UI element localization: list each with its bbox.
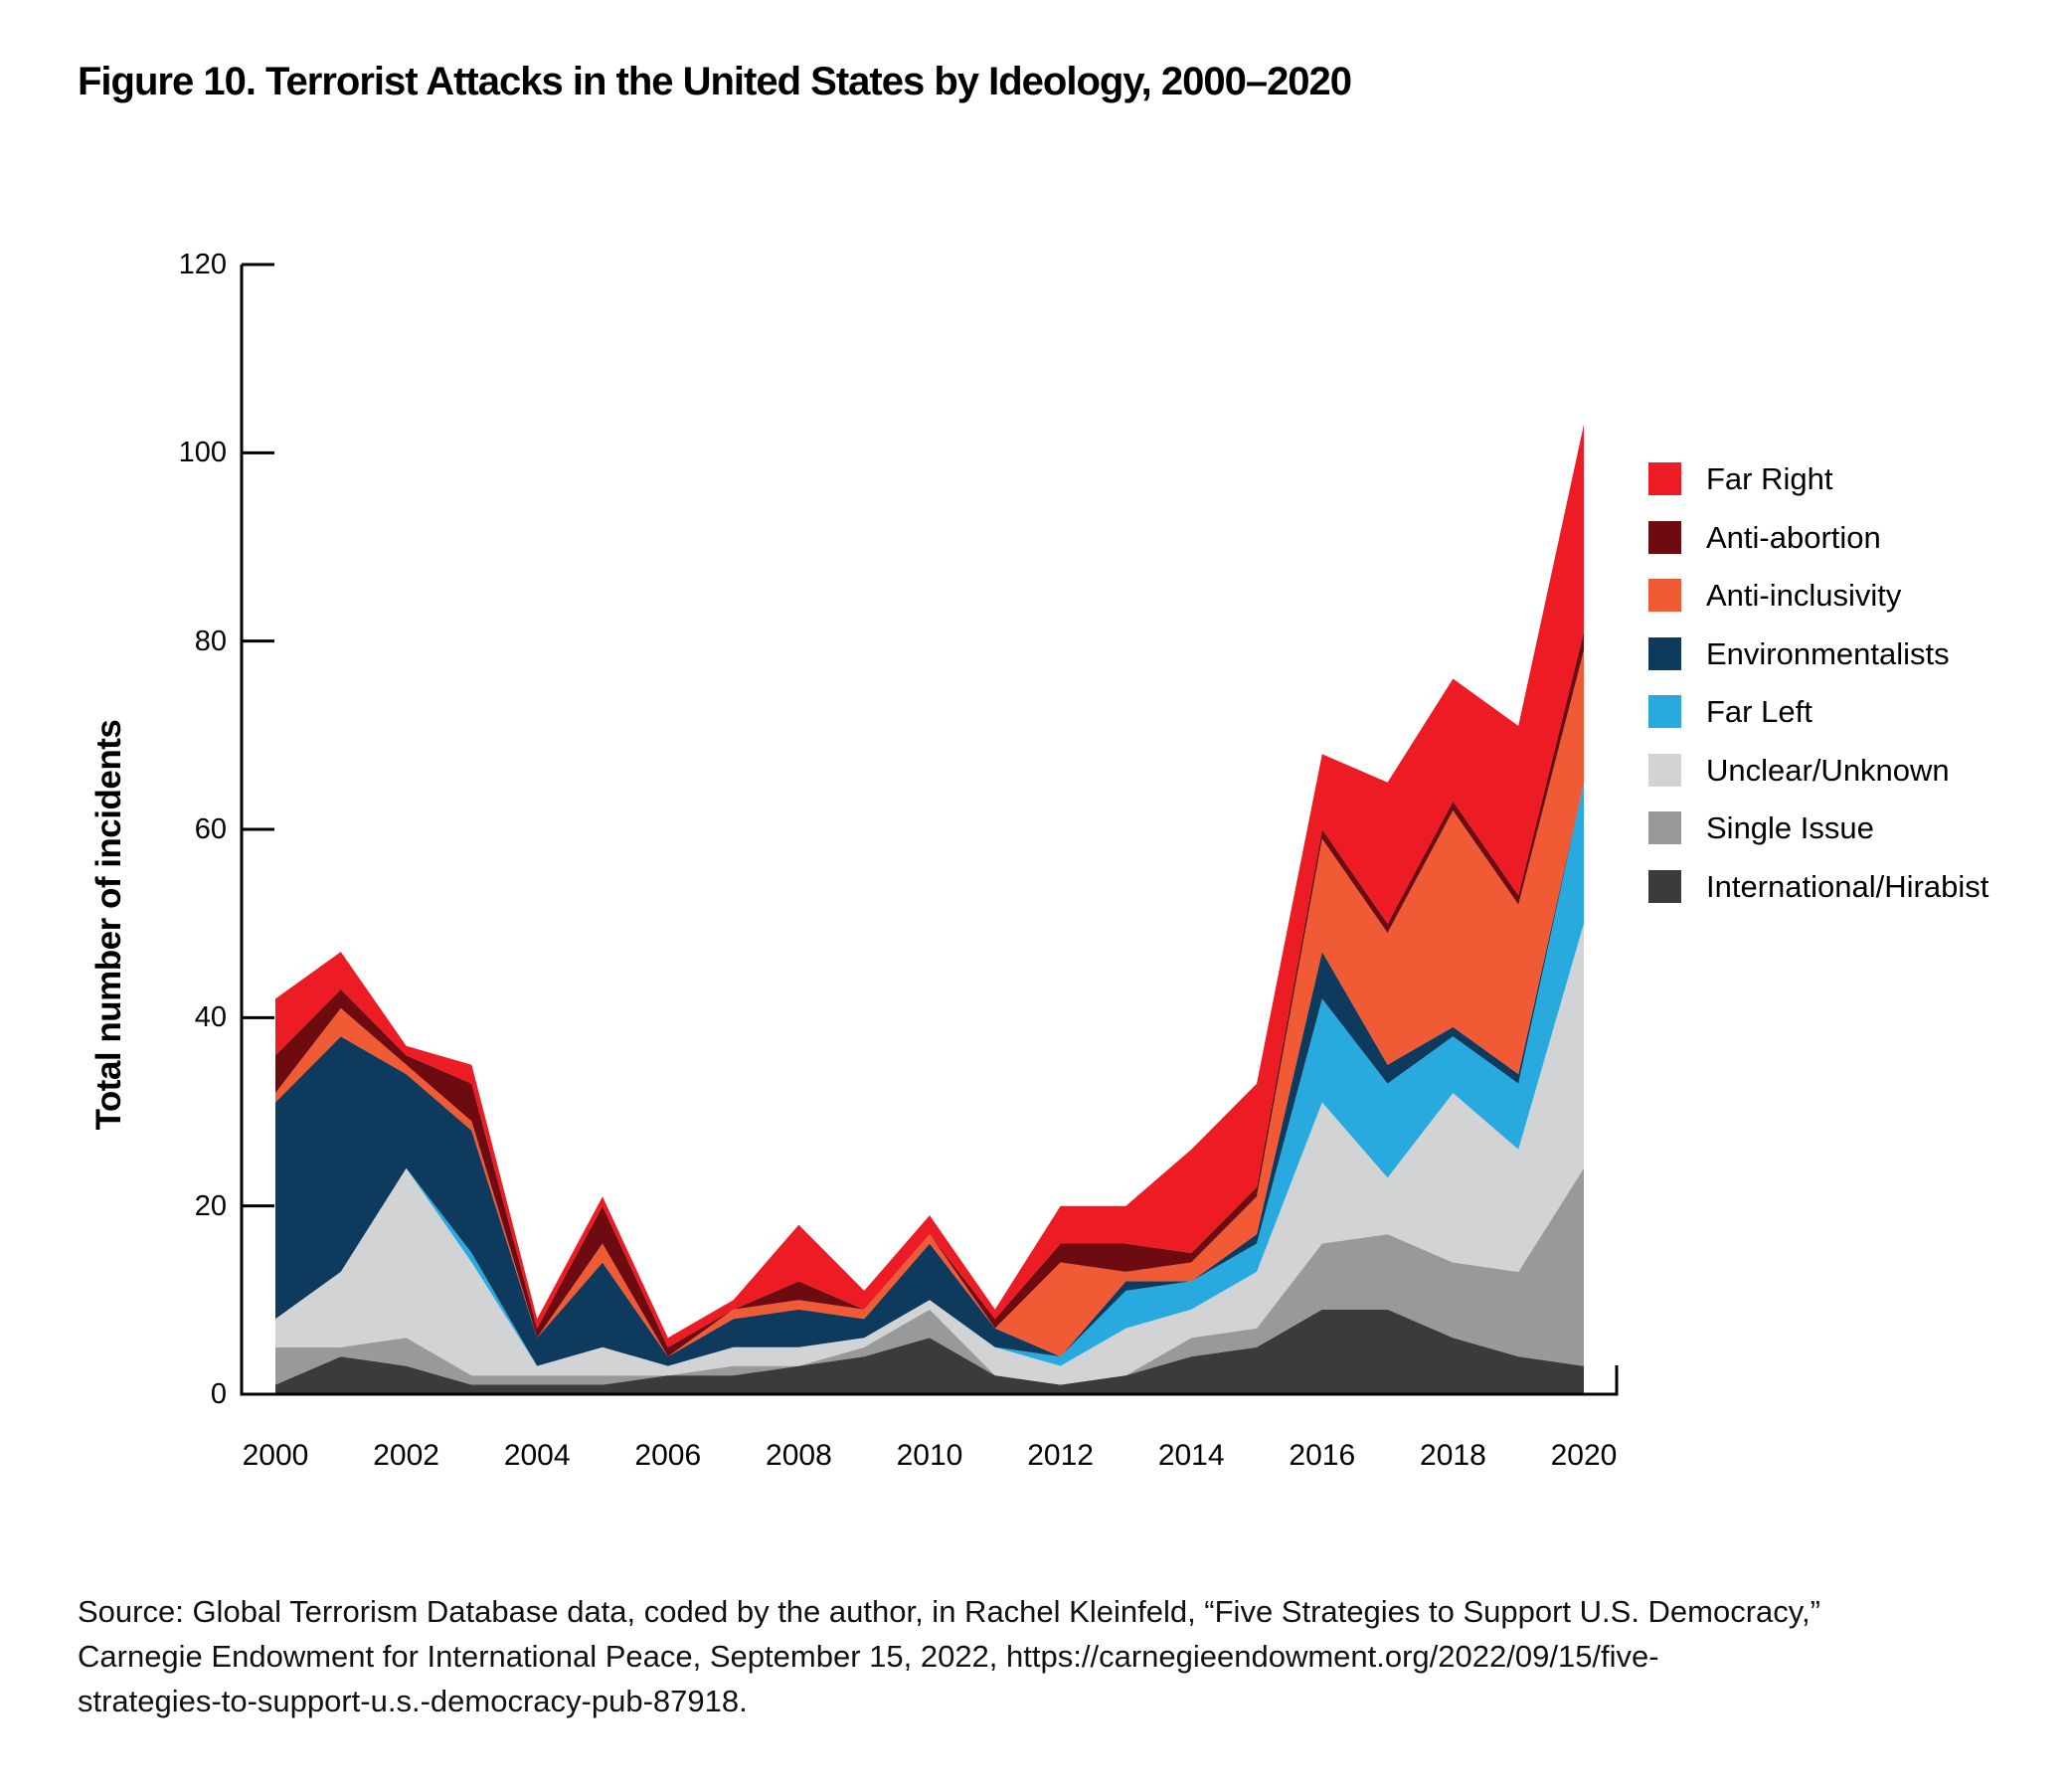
area-series-far-left xyxy=(275,782,1584,1366)
y-tick-label: 20 xyxy=(194,1189,227,1222)
y-tick-label: 100 xyxy=(178,437,227,469)
source-line: strategies-to-support-u.s.-democracy-pub… xyxy=(78,1684,748,1718)
legend-swatch xyxy=(1648,579,1681,612)
legend-label: Single Issue xyxy=(1706,810,1874,845)
legend-swatch xyxy=(1648,753,1681,787)
legend-label: International/Hirabist xyxy=(1706,868,1989,904)
source-line: Source: Global Terrorism Database data, … xyxy=(78,1594,1820,1629)
legend-label: Unclear/Unknown xyxy=(1706,752,1950,788)
chart-areas xyxy=(275,424,1584,1394)
legend-swatch xyxy=(1648,869,1681,903)
x-tick-label: 2006 xyxy=(634,1439,702,1472)
area-series-international-hirabist xyxy=(275,1309,1584,1394)
source-line: Carnegie Endowment for International Pea… xyxy=(78,1639,1659,1674)
x-tick-label: 2014 xyxy=(1157,1439,1225,1472)
x-tick-label: 2010 xyxy=(896,1439,963,1472)
legend-label: Environmentalists xyxy=(1706,635,1950,671)
chart-axes xyxy=(240,263,1619,1396)
x-tick-label: 2008 xyxy=(766,1439,832,1472)
legend-label: Far Left xyxy=(1706,694,1813,729)
x-tick-label: 2016 xyxy=(1289,1439,1356,1472)
figure-title: Figure 10. Terrorist Attacks in the Unit… xyxy=(78,60,1352,103)
legend-swatch xyxy=(1648,636,1681,670)
y-tick-label: 60 xyxy=(194,813,227,845)
legend-label: Anti-abortion xyxy=(1706,519,1881,555)
area-series-unclear-unknown xyxy=(275,923,1584,1385)
area-series-far-right xyxy=(275,424,1584,1347)
y-tick-label: 120 xyxy=(178,249,227,280)
legend-swatch xyxy=(1648,520,1681,554)
legend-swatch xyxy=(1648,462,1681,495)
y-tick-label: 40 xyxy=(194,1001,227,1034)
x-tick-label: 2012 xyxy=(1027,1439,1094,1472)
area-series-environmentalists xyxy=(275,782,1584,1366)
x-tick-label: 2000 xyxy=(242,1439,309,1472)
x-tick-label: 2018 xyxy=(1420,1439,1486,1472)
area-series-single-issue xyxy=(275,1167,1584,1385)
x-tick-label: 2020 xyxy=(1550,1439,1618,1472)
legend-label: Far Right xyxy=(1706,461,1833,496)
source-note: Source: Global Terrorism Database data, … xyxy=(78,1589,1820,1723)
y-tick-label: 0 xyxy=(210,1378,227,1410)
legend-label: Anti-inclusivity xyxy=(1706,578,1902,613)
legend-swatch xyxy=(1648,695,1681,728)
x-tick-label: 2002 xyxy=(373,1439,439,1472)
legend-swatch xyxy=(1648,811,1681,844)
y-tick-label: 80 xyxy=(194,625,227,657)
x-tick-label: 2004 xyxy=(503,1439,571,1472)
